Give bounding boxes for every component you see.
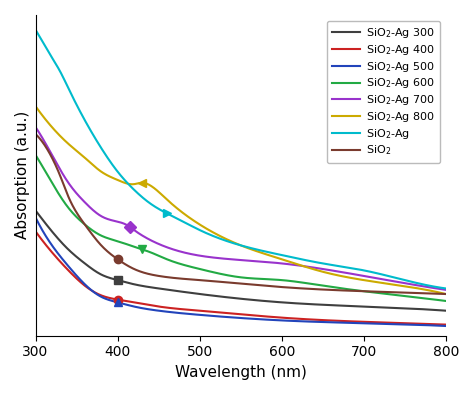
SiO$_2$-Ag 400: [307, 317, 312, 322]
SiO$_2$-Ag 300: [307, 302, 312, 307]
SiO$_2$-Ag 800: [274, 256, 280, 260]
SiO$_2$-Ag 700: [219, 256, 224, 261]
SiO$_2$-Ag: [443, 286, 449, 291]
SiO$_2$-Ag: [274, 252, 280, 256]
Line: SiO$_2$-Ag 400: SiO$_2$-Ag 400: [36, 231, 446, 325]
SiO$_2$-Ag: [33, 27, 38, 32]
SiO$_2$: [342, 288, 347, 293]
SiO$_2$-Ag 600: [307, 281, 312, 286]
SiO$_2$-Ag 700: [138, 232, 144, 237]
SiO$_2$-Ag 300: [138, 283, 144, 288]
SiO$_2$-Ag 800: [138, 181, 144, 185]
SiO$_2$-Ag: [219, 237, 224, 241]
Line: SiO$_2$-Ag 600: SiO$_2$-Ag 600: [36, 155, 446, 301]
SiO$_2$-Ag: [105, 156, 111, 161]
SiO$_2$-Ag 800: [307, 266, 312, 271]
Legend: SiO$_2$-Ag 300, SiO$_2$-Ag 400, SiO$_2$-Ag 500, SiO$_2$-Ag 600, SiO$_2$-Ag 700, : SiO$_2$-Ag 300, SiO$_2$-Ag 400, SiO$_2$-…: [327, 21, 440, 163]
SiO$_2$-Ag 600: [138, 246, 144, 251]
SiO$_2$-Ag 600: [443, 299, 449, 303]
SiO$_2$-Ag 400: [138, 301, 144, 306]
SiO$_2$-Ag 300: [342, 303, 347, 308]
SiO$_2$-Ag 400: [443, 322, 449, 327]
Line: SiO$_2$: SiO$_2$: [36, 134, 446, 294]
SiO$_2$-Ag 800: [342, 274, 347, 279]
SiO$_2$-Ag 600: [274, 277, 280, 282]
SiO$_2$-Ag 700: [443, 288, 449, 292]
SiO$_2$-Ag 600: [342, 286, 347, 291]
Line: SiO$_2$-Ag 500: SiO$_2$-Ag 500: [36, 218, 446, 326]
SiO$_2$-Ag 600: [219, 272, 224, 276]
SiO$_2$-Ag 300: [443, 308, 449, 313]
SiO$_2$-Ag 300: [274, 300, 280, 305]
SiO$_2$-Ag 600: [33, 152, 38, 157]
SiO$_2$: [307, 286, 312, 291]
SiO$_2$-Ag: [138, 194, 144, 199]
SiO$_2$-Ag: [307, 259, 312, 263]
SiO$_2$: [274, 284, 280, 289]
SiO$_2$: [33, 132, 38, 136]
X-axis label: Wavelength (nm): Wavelength (nm): [175, 365, 307, 380]
Line: SiO$_2$-Ag: SiO$_2$-Ag: [36, 30, 446, 288]
SiO$_2$-Ag 400: [105, 295, 111, 300]
SiO$_2$-Ag 600: [105, 236, 111, 241]
SiO$_2$-Ag 700: [274, 261, 280, 265]
SiO$_2$-Ag 500: [274, 318, 280, 323]
Y-axis label: Absorption (a.u.): Absorption (a.u.): [15, 111, 30, 239]
SiO$_2$-Ag 500: [443, 324, 449, 328]
SiO$_2$: [219, 280, 224, 284]
SiO$_2$-Ag 400: [274, 315, 280, 320]
SiO$_2$-Ag: [342, 265, 347, 269]
Line: SiO$_2$-Ag 800: SiO$_2$-Ag 800: [36, 106, 446, 294]
SiO$_2$-Ag 700: [342, 270, 347, 275]
SiO$_2$-Ag 500: [105, 297, 111, 302]
SiO$_2$-Ag 700: [105, 217, 111, 222]
SiO$_2$-Ag 400: [33, 229, 38, 234]
SiO$_2$-Ag 800: [219, 234, 224, 239]
Line: SiO$_2$-Ag 700: SiO$_2$-Ag 700: [36, 127, 446, 290]
SiO$_2$-Ag 400: [342, 319, 347, 324]
SiO$_2$-Ag 500: [307, 319, 312, 324]
SiO$_2$-Ag 300: [219, 294, 224, 299]
Line: SiO$_2$-Ag 300: SiO$_2$-Ag 300: [36, 211, 446, 311]
SiO$_2$-Ag 500: [342, 320, 347, 325]
SiO$_2$-Ag 500: [219, 314, 224, 319]
SiO$_2$-Ag 500: [33, 215, 38, 220]
SiO$_2$-Ag 500: [138, 306, 144, 310]
SiO$_2$-Ag 800: [33, 104, 38, 109]
SiO$_2$-Ag 700: [33, 125, 38, 130]
SiO$_2$: [105, 250, 111, 254]
SiO$_2$-Ag 800: [105, 173, 111, 178]
SiO$_2$: [138, 269, 144, 274]
SiO$_2$-Ag 300: [105, 275, 111, 280]
SiO$_2$-Ag 800: [443, 292, 449, 296]
SiO$_2$-Ag 300: [33, 208, 38, 213]
SiO$_2$-Ag 400: [219, 310, 224, 315]
SiO$_2$: [443, 292, 449, 296]
SiO$_2$-Ag 700: [307, 265, 312, 269]
